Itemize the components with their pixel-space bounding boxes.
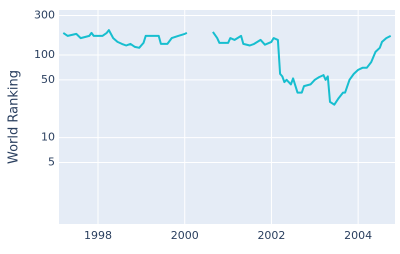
- y-tick-label: 50: [41, 73, 55, 86]
- y-tick-label: 5: [48, 155, 55, 168]
- y-tick-label: 300: [34, 9, 55, 22]
- plot-background: [59, 10, 395, 224]
- x-tick-label: 2002: [257, 229, 285, 242]
- y-tick-label: 100: [34, 48, 55, 61]
- x-tick-label: 2000: [171, 229, 199, 242]
- x-tick-label: 1998: [84, 229, 112, 242]
- y-tick-label: 10: [41, 131, 55, 144]
- x-tick-label: 2004: [344, 229, 372, 242]
- y-axis-label: World Ranking: [7, 70, 22, 164]
- line-series: [62, 29, 392, 106]
